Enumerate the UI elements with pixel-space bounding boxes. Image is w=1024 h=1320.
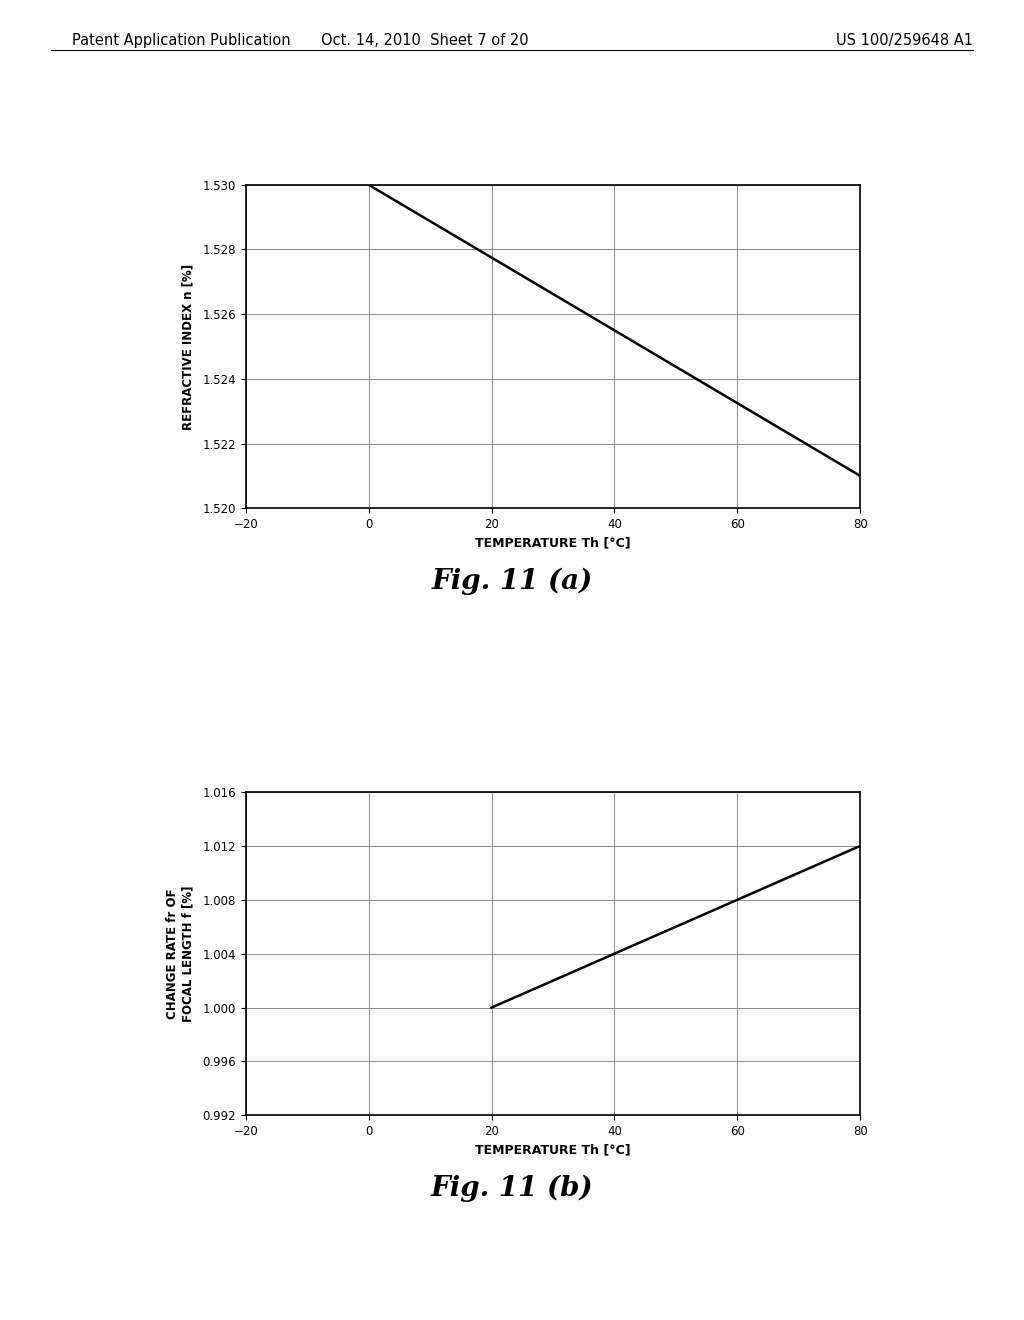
X-axis label: TEMPERATURE Th [°C]: TEMPERATURE Th [°C] [475,536,631,549]
Text: Oct. 14, 2010  Sheet 7 of 20: Oct. 14, 2010 Sheet 7 of 20 [322,33,528,48]
Text: US 100/259648 A1: US 100/259648 A1 [836,33,973,48]
Text: Fig. 11 (b): Fig. 11 (b) [431,1175,593,1203]
X-axis label: TEMPERATURE Th [°C]: TEMPERATURE Th [°C] [475,1143,631,1156]
Text: Fig. 11 (a): Fig. 11 (a) [431,568,593,595]
Y-axis label: REFRACTIVE INDEX n [%]: REFRACTIVE INDEX n [%] [181,264,195,429]
Text: Patent Application Publication: Patent Application Publication [72,33,291,48]
Y-axis label: CHANGE RATE fr OF
FOCAL LENGTH f [%]: CHANGE RATE fr OF FOCAL LENGTH f [%] [166,886,195,1022]
